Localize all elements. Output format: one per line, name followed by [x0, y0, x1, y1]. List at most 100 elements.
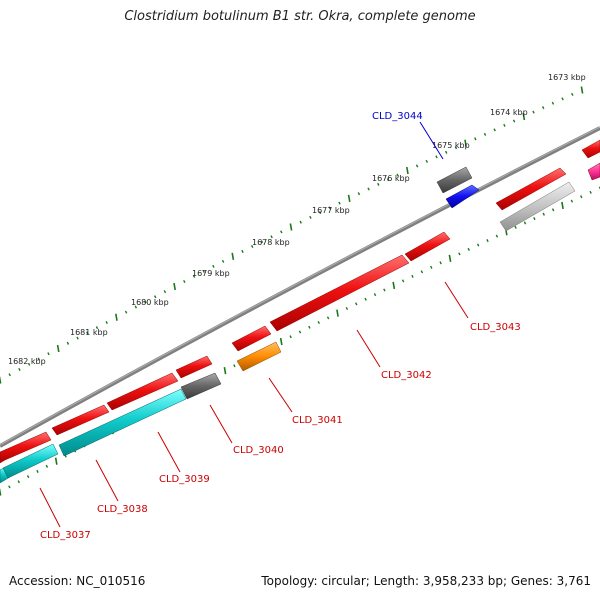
- gene-label-cld-3042[interactable]: CLD_3042: [381, 370, 432, 381]
- tick-mark: [483, 132, 487, 136]
- gene-arrow-cld-3042[interactable]: [269, 254, 410, 332]
- tick-mark: [250, 244, 254, 249]
- gene-arrow-cld-3038[interactable]: [51, 404, 110, 436]
- tick-label-1681: 1681 kbp: [70, 328, 108, 337]
- gene-arrow-upper-gray[interactable]: [499, 181, 576, 232]
- tick-mark: [396, 173, 399, 177]
- tick-mark: [18, 367, 21, 372]
- tick-label-1673: 1673 kbp: [548, 73, 586, 82]
- tick-mark: [486, 239, 489, 243]
- gene-label-cld-3037[interactable]: CLD_3037: [40, 530, 91, 541]
- tick-mark: [105, 320, 108, 324]
- tick-mark: [134, 305, 138, 309]
- tick-mark: [233, 364, 236, 368]
- gene-arrow-cld-3039[interactable]: [106, 372, 179, 411]
- tick-mark: [192, 274, 196, 278]
- tick-mark: [144, 300, 147, 304]
- tick-mark: [26, 475, 30, 479]
- tick-mark: [493, 128, 496, 132]
- gene-arrow-cld-3041[interactable]: [231, 325, 272, 352]
- gene-label-cld-3040[interactable]: CLD_3040: [233, 445, 284, 456]
- tick-mark: [355, 302, 358, 306]
- tick-mark: [115, 313, 118, 321]
- tick-mark: [383, 288, 386, 292]
- gene-arrow-upper-2[interactable]: [581, 139, 600, 159]
- tick-mark: [542, 212, 545, 216]
- accession-text: Accession: NC_010516: [9, 574, 146, 588]
- map-title: Clostridium botulinum B1 str. Okra, comp…: [124, 9, 476, 24]
- tick-mark: [420, 270, 424, 274]
- tick-mark: [589, 190, 592, 194]
- gene-arrow-cld-3040[interactable]: [175, 355, 213, 379]
- tick-labels: 1673 kbp 1674 kbp 1675 kbp 1676 kbp 1677…: [8, 73, 586, 366]
- reverse-strand-genes: [0, 166, 576, 484]
- genome-summary-text: Topology: circular; Length: 3,958,233 bp…: [261, 574, 591, 588]
- tick-mark: [373, 293, 377, 297]
- gene-arrow-cld-3044a[interactable]: [436, 166, 473, 194]
- tick-mark: [317, 321, 320, 325]
- tick-mark: [36, 469, 39, 473]
- tick-mark: [357, 192, 361, 196]
- tick-mark: [474, 137, 477, 141]
- gene-arrow-upper-pink[interactable]: [587, 162, 600, 181]
- tick-label-1677: 1677 kbp: [312, 206, 350, 215]
- tick-mark: [512, 119, 516, 123]
- gene-label-cld-3043[interactable]: CLD_3043: [470, 322, 521, 333]
- gene-arrow-cld-3041b[interactable]: [236, 341, 282, 372]
- tick-mark: [495, 234, 499, 238]
- tick-mark: [8, 373, 11, 377]
- tick-mark: [260, 240, 264, 244]
- tick-mark: [212, 264, 215, 268]
- gene-arrow-cld-3040b[interactable]: [180, 372, 222, 400]
- tick-mark: [8, 485, 11, 489]
- tick-mark: [289, 223, 293, 231]
- tick-mark: [37, 357, 41, 361]
- tick-mark: [570, 199, 574, 203]
- tick-mark: [66, 341, 70, 345]
- tick-mark: [580, 195, 583, 199]
- tick-mark: [338, 201, 341, 205]
- tick-mark: [45, 464, 49, 468]
- tick-mark: [345, 306, 349, 311]
- gene-label-cld-3038[interactable]: CLD_3038: [97, 504, 148, 515]
- tick-mark: [561, 97, 564, 101]
- gene-label-cld-3041[interactable]: CLD_3041: [292, 415, 343, 426]
- tick-mark: [308, 325, 311, 329]
- tick-mark: [326, 316, 330, 320]
- tick-label-1676: 1676 kbp: [372, 174, 410, 183]
- tick-mark: [17, 480, 20, 484]
- tick-mark: [328, 206, 332, 210]
- tick-mark: [336, 309, 339, 317]
- tick-mark: [202, 269, 205, 273]
- tick-mark: [523, 221, 527, 225]
- tick-label-1679: 1679 kbp: [192, 269, 230, 278]
- label-leaders: [39, 121, 469, 528]
- tick-mark: [454, 146, 458, 150]
- tick-mark: [153, 295, 157, 299]
- gene-arrow-cld-3038b[interactable]: [2, 443, 59, 479]
- gene-arrow-cld-3044[interactable]: [445, 184, 480, 209]
- tick-mark: [367, 187, 370, 191]
- tick-mark: [54, 457, 58, 465]
- tick-label-1674: 1674 kbp: [490, 108, 528, 117]
- tick-mark: [347, 194, 351, 203]
- tick-mark: [551, 101, 555, 105]
- tick-label-1682: 1682 kbp: [8, 357, 46, 366]
- gene-label-cld-3039[interactable]: CLD_3039: [159, 474, 210, 485]
- gene-arrow-upper-1[interactable]: [495, 167, 567, 211]
- gene-label-cld-3044[interactable]: CLD_3044: [372, 111, 423, 122]
- tick-mark: [541, 106, 545, 110]
- tick-mark: [464, 139, 467, 147]
- tick-mark: [444, 150, 448, 154]
- tick-mark: [298, 330, 302, 334]
- tick-mark: [476, 243, 480, 247]
- gene-arrow-cld-3039b[interactable]: [58, 388, 187, 457]
- tick-mark: [56, 344, 60, 353]
- gene-arrow-cld-3043[interactable]: [404, 231, 451, 262]
- tick-mark: [411, 274, 414, 278]
- tick-mark: [533, 217, 536, 221]
- tick-mark: [467, 247, 470, 251]
- gene-arrow-cld-3037[interactable]: [0, 431, 52, 464]
- tick-mark: [299, 220, 302, 224]
- tick-mark: [280, 230, 283, 234]
